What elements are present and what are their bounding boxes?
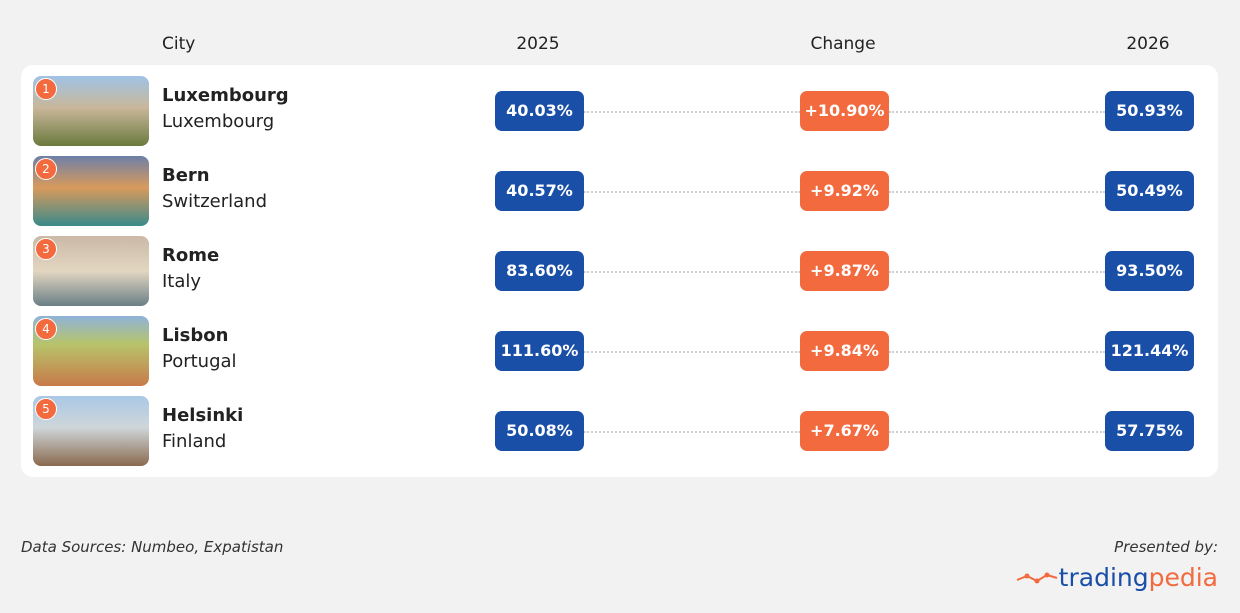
city-name: Bern xyxy=(162,165,210,186)
column-header: Change xyxy=(810,34,876,54)
connector xyxy=(889,111,1105,113)
change-value: +10.90% xyxy=(800,91,889,131)
column-header: City xyxy=(162,34,196,54)
connector xyxy=(889,431,1105,433)
city-name: Rome xyxy=(162,245,220,266)
value-2026: 93.50% xyxy=(1105,251,1194,291)
value-2026: 121.44% xyxy=(1105,331,1194,371)
logo-text: trading xyxy=(1058,563,1149,592)
logo-icon xyxy=(1016,572,1057,583)
change-value: +7.67% xyxy=(800,411,889,451)
change-value: +9.92% xyxy=(800,171,889,211)
country-name: Italy xyxy=(162,271,202,292)
column-header: 2026 xyxy=(1126,34,1170,54)
rank-badge: 5 xyxy=(35,398,57,420)
city-name: Helsinki xyxy=(162,405,244,426)
connector xyxy=(584,431,800,433)
column-header: 2025 xyxy=(516,34,560,54)
connector xyxy=(584,351,800,353)
value-2025: 50.08% xyxy=(495,411,584,451)
value-2025: 83.60% xyxy=(495,251,584,291)
country-name: Portugal xyxy=(162,351,237,372)
value-2026: 50.49% xyxy=(1105,171,1194,211)
city-name: Lisbon xyxy=(162,325,229,346)
connector xyxy=(889,191,1105,193)
connector xyxy=(584,111,800,113)
connector xyxy=(584,271,800,273)
source-note: Data Sources: Numbeo, Expatistan xyxy=(21,538,284,556)
rank-badge: 2 xyxy=(35,158,57,180)
country-name: Luxembourg xyxy=(162,111,275,132)
country-name: Switzerland xyxy=(162,191,267,212)
value-2025: 111.60% xyxy=(495,331,584,371)
value-2025: 40.57% xyxy=(495,171,584,211)
country-name: Finland xyxy=(162,431,227,452)
connector xyxy=(584,191,800,193)
city-name: Luxembourg xyxy=(162,85,289,106)
connector xyxy=(889,271,1105,273)
logo: trading pedia xyxy=(1015,563,1218,592)
change-value: +9.87% xyxy=(800,251,889,291)
rank-badge: 3 xyxy=(35,238,57,260)
value-2026: 50.93% xyxy=(1105,91,1194,131)
logo-text: pedia xyxy=(1148,563,1218,592)
value-2026: 57.75% xyxy=(1105,411,1194,451)
rank-badge: 4 xyxy=(35,318,57,340)
rank-badge: 1 xyxy=(35,78,57,100)
connector xyxy=(889,351,1105,353)
presented-by: Presented by: xyxy=(1114,538,1218,556)
value-2025: 40.03% xyxy=(495,91,584,131)
change-value: +9.84% xyxy=(800,331,889,371)
